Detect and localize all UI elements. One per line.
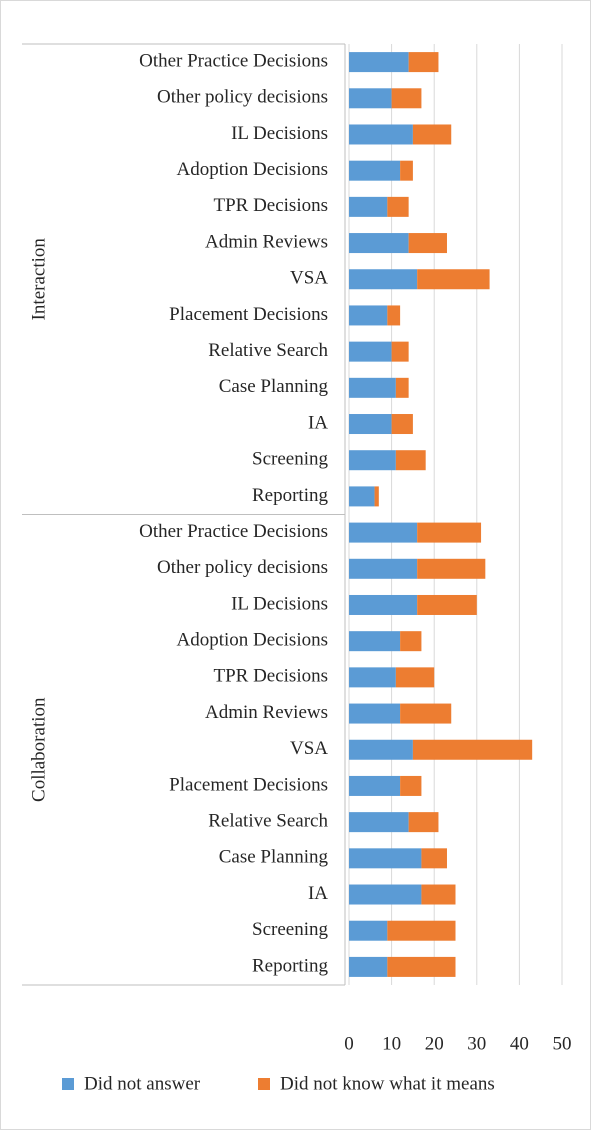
bar-segment [400,160,413,181]
bar-segment [349,196,388,217]
bar-segment [417,269,490,290]
bar-segment [349,414,392,435]
bar-segment [349,631,401,652]
legend-swatch [258,1078,270,1090]
bar-segment [349,160,401,181]
bar-segment [349,775,401,796]
bar-segment [391,414,413,435]
bar-segment [349,88,392,109]
bar-segment [349,703,401,724]
bar-segment [349,522,418,543]
y-tick-label: TPR Decisions [213,666,328,687]
y-tick-label: IL Decisions [231,123,328,144]
x-tick-label: 0 [344,1033,354,1054]
y-tick-label: Adoption Decisions [177,630,328,651]
x-tick-label: 40 [510,1033,529,1054]
y-tick-label: Placement Decisions [169,304,328,325]
bar-segment [349,269,418,290]
x-tick-label: 30 [467,1033,486,1054]
bar-segment [349,920,388,941]
y-tick-label: Other policy decisions [157,557,328,578]
bar-segment [349,594,418,615]
bar-segment [400,775,422,796]
bar-segment [421,884,456,905]
bar-segment [400,631,422,652]
y-tick-label: TPR Decisions [213,195,328,216]
bar-segment [349,848,422,869]
legend-label: Did not answer [84,1073,201,1094]
bar-segment [349,558,418,579]
y-tick-label: Relative Search [208,810,328,831]
bar-segment [349,667,396,688]
bar-segment [408,812,439,833]
y-tick-label: Placement Decisions [169,774,328,795]
bar-segment [349,377,396,398]
bar-segment [374,486,379,507]
bar-segment [349,124,413,145]
y-tick-label: VSA [290,268,328,289]
y-tick-label: IL Decisions [231,593,328,614]
x-tick-label: 10 [382,1033,401,1054]
y-tick-label: IA [308,412,328,433]
bar-segment [349,52,409,73]
bar-segment [395,667,435,688]
bar-segment [349,486,375,507]
bar-segment [417,522,482,543]
y-tick-label: Admin Reviews [205,702,328,723]
bar-segment [349,233,409,254]
group-label: Interaction [28,238,49,321]
bar-segment [395,377,409,398]
y-tick-label: VSA [290,738,328,759]
bar-segment [412,739,533,760]
bar-segment [391,341,409,362]
bar-segment [387,196,409,217]
bar-segment [349,450,396,471]
bar-segment [387,305,401,326]
bar-segment [349,812,409,833]
bar-segment [408,52,439,73]
bar-segment [421,848,447,869]
bar-segment [400,703,452,724]
bar-segment [387,956,456,977]
bar-segment [417,558,486,579]
y-tick-label: Case Planning [219,376,329,397]
bar-segment [349,305,388,326]
y-tick-label: Other Practice Decisions [139,50,328,71]
bar-segment [349,884,422,905]
y-tick-label: Reporting [252,485,328,506]
x-tick-label: 20 [425,1033,444,1054]
bar-segment [387,920,456,941]
bar-segment [391,88,422,109]
y-tick-label: Adoption Decisions [177,159,328,180]
y-tick-label: Screening [252,919,328,940]
legend-swatch [62,1078,74,1090]
bar-segment [412,124,452,145]
bar-segment [395,450,426,471]
x-tick-label: 50 [553,1033,572,1054]
y-tick-label: Case Planning [219,847,329,868]
bar-segment [349,956,388,977]
y-tick-label: Screening [252,449,328,470]
legend-label: Did not know what it means [280,1073,495,1094]
y-tick-label: IA [308,883,328,904]
y-tick-label: Other policy decisions [157,87,328,108]
y-tick-label: Relative Search [208,340,328,361]
y-tick-label: Reporting [252,955,328,976]
y-tick-label: Admin Reviews [205,231,328,252]
bar-segment [417,594,477,615]
bar-segment [349,739,413,760]
bar-segment [349,341,392,362]
group-label: Collaboration [28,697,49,802]
y-tick-label: Other Practice Decisions [139,521,328,542]
bar-segment [408,233,447,254]
